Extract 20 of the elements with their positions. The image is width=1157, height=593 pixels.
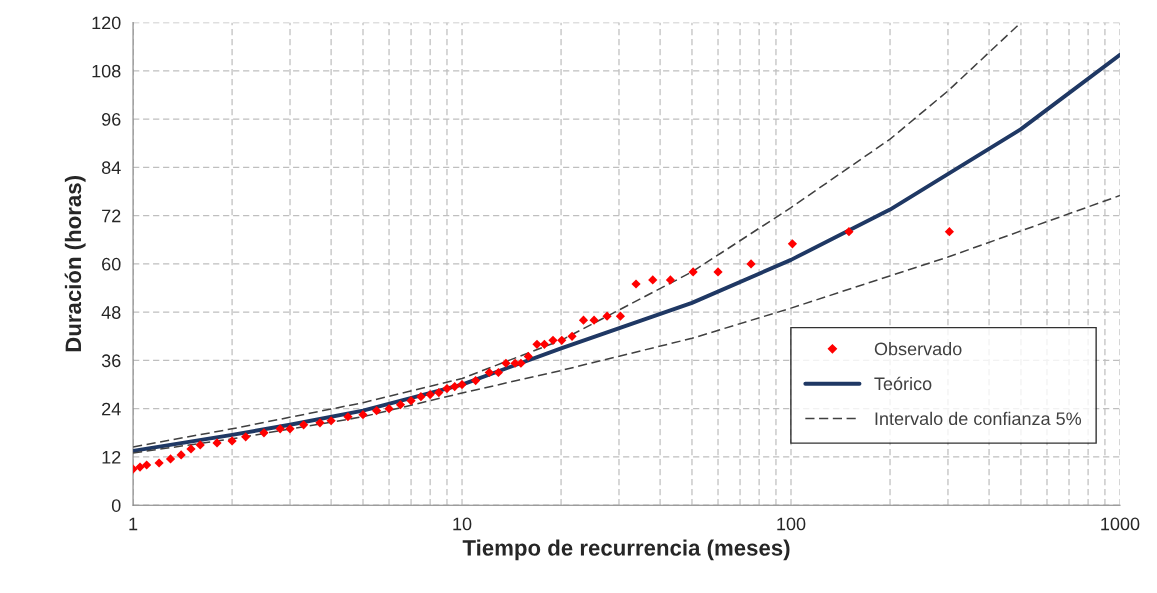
legend-label: Teórico — [874, 376, 932, 391]
x-axis-title: Tiempo de recurrencia (meses) — [462, 539, 790, 561]
legend-label: Intervalo de confianza 5% — [875, 411, 1082, 426]
y-tick-label: 24 — [102, 402, 121, 416]
x-tick-label: 100 — [777, 517, 806, 531]
y-tick-label: 60 — [102, 257, 121, 271]
y-tick-label: 120 — [92, 16, 121, 30]
y-tick-label: 96 — [102, 113, 121, 126]
legend-label: Observado — [874, 342, 962, 356]
y-tick-label: 36 — [101, 354, 121, 368]
y-tick-label: 12 — [102, 450, 121, 464]
y-tick-label: 48 — [101, 306, 121, 319]
y-tick-label: 72 — [102, 209, 121, 223]
y-tick-label: 0 — [111, 499, 121, 512]
x-tick-label: 1000 — [1101, 517, 1140, 531]
y-tick-label: 84 — [101, 161, 121, 175]
x-tick-label: 1 — [129, 517, 138, 531]
x-tick-label: 10 — [453, 517, 472, 531]
y-axis-title: Duración (horas) — [64, 176, 86, 352]
y-tick-label: 108 — [92, 64, 121, 78]
